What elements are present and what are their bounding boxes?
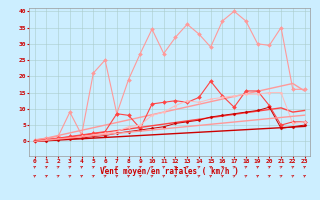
X-axis label: Vent moyen/en rafales ( km/h ): Vent moyen/en rafales ( km/h ) (100, 167, 239, 176)
